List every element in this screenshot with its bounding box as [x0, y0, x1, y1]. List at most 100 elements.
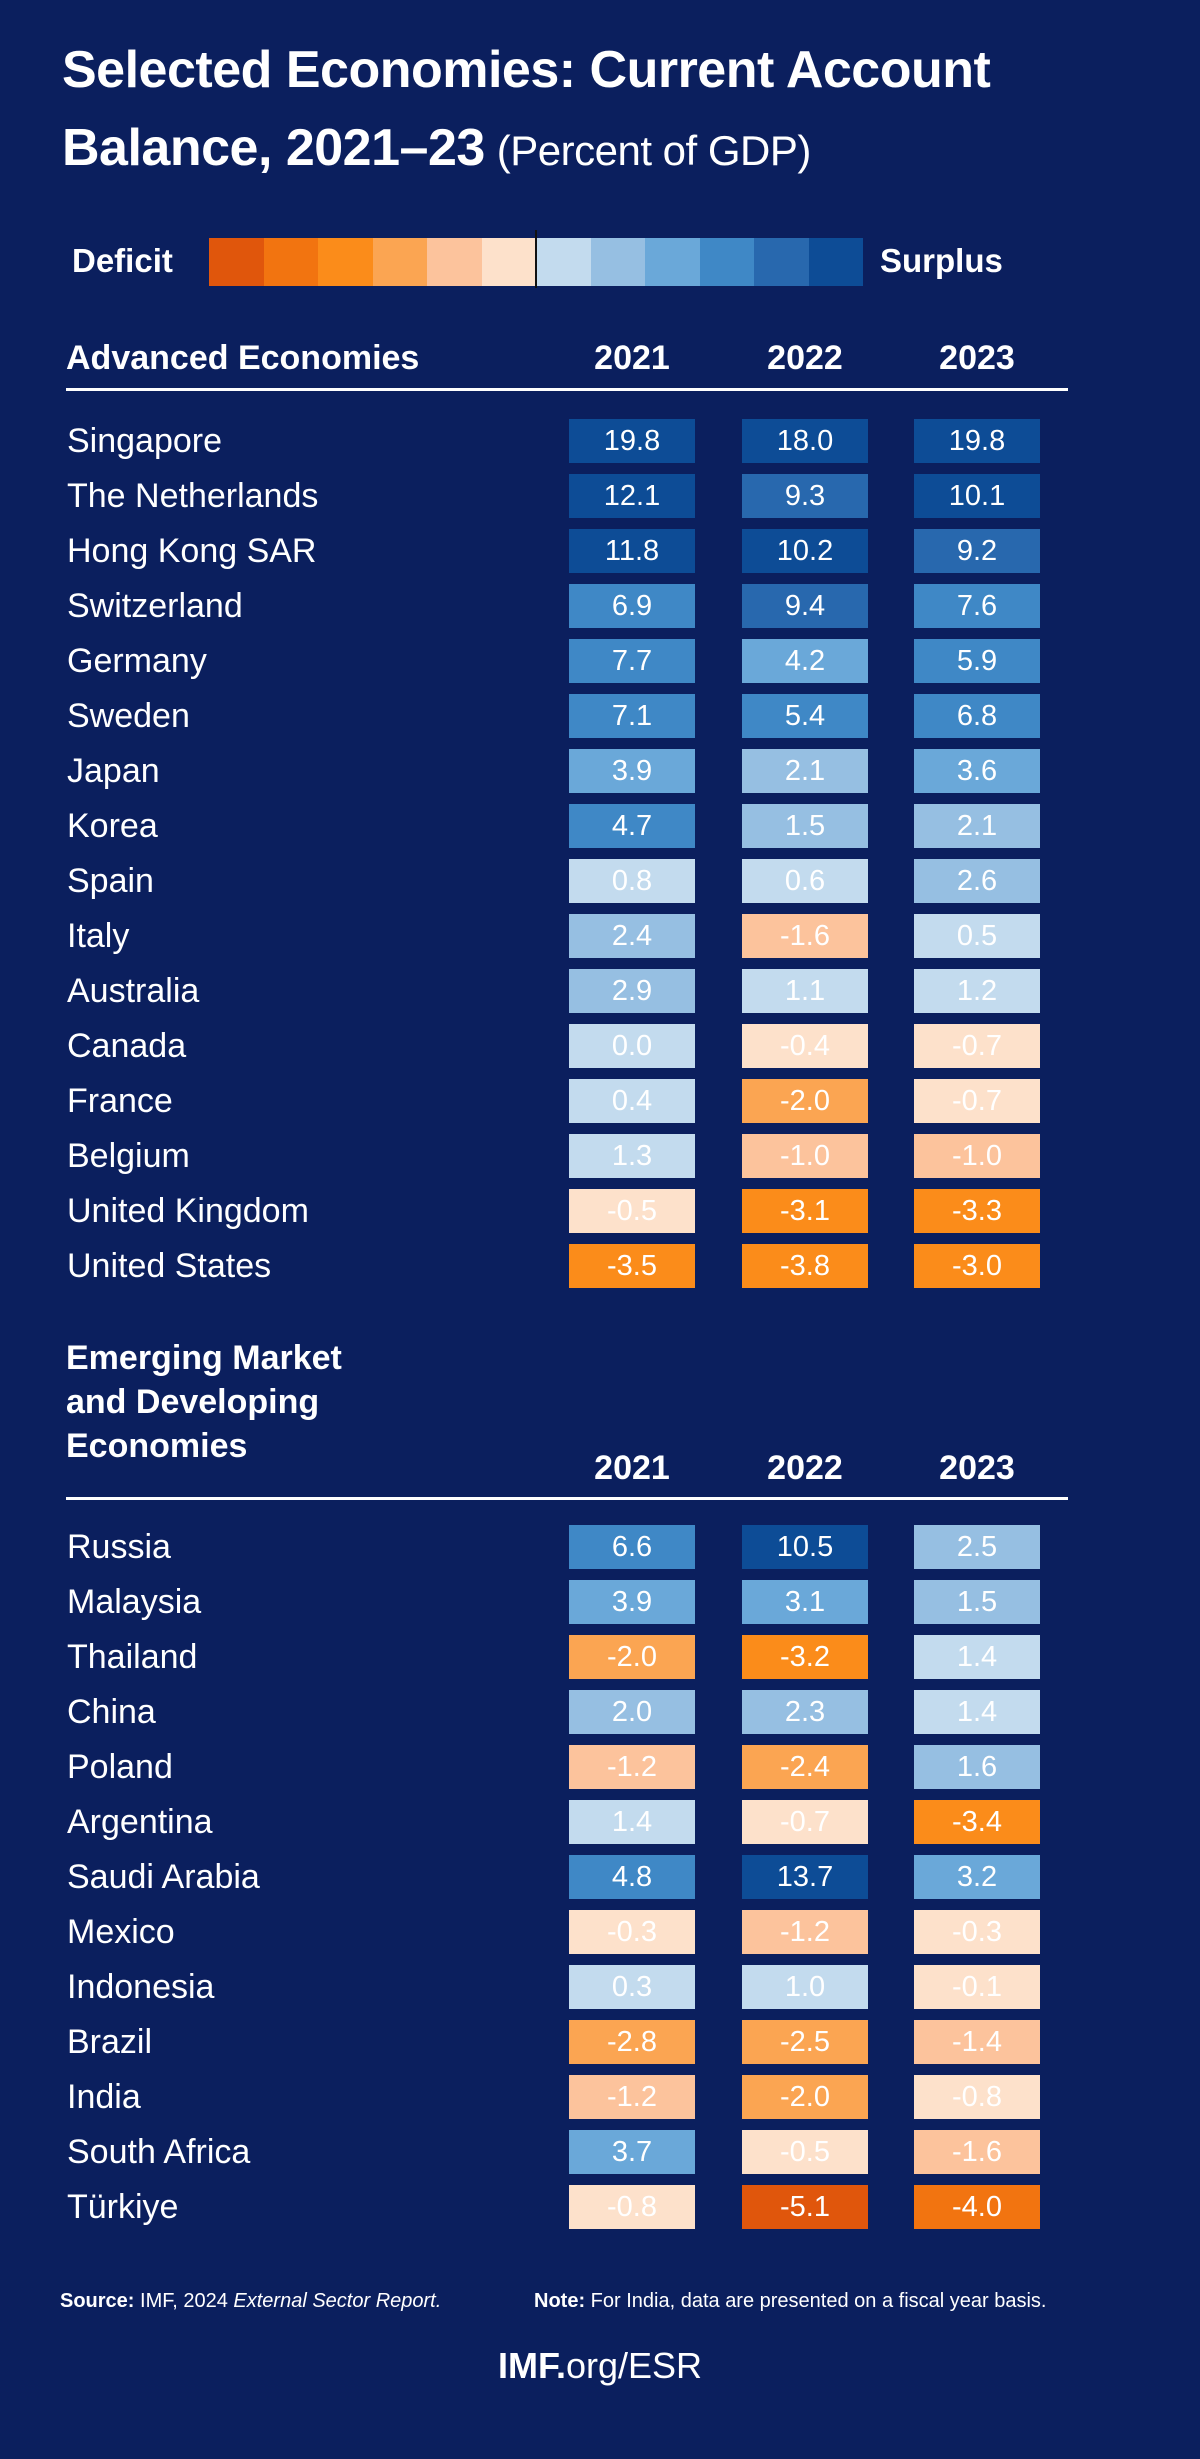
value-cell: 0.0	[569, 1024, 695, 1068]
value-cell: -2.8	[569, 2020, 695, 2064]
legend-swatch	[590, 238, 645, 286]
legend-swatch	[536, 238, 591, 286]
row-label: Australia	[67, 972, 200, 1010]
value-cell: 2.6	[914, 859, 1040, 903]
source-note: Source: IMF, 2024 External Sector Report…	[60, 2290, 441, 2313]
value-cell: 9.4	[742, 584, 868, 628]
row-label: Canada	[67, 1027, 187, 1065]
value-cell: 2.5	[914, 1525, 1040, 1569]
value-cell: 2.3	[742, 1690, 868, 1734]
value-cell: -2.0	[742, 2075, 868, 2119]
legend-swatch	[645, 238, 700, 286]
legend-swatch	[427, 238, 482, 286]
section-header: Advanced Economies	[66, 339, 420, 377]
row-label: Mexico	[67, 1913, 175, 1951]
legend-surplus-label: Surplus	[880, 242, 1003, 279]
value-cell: -3.5	[569, 1244, 695, 1288]
column-header-2022: 2022	[767, 1449, 843, 1487]
column-header-2021: 2021	[594, 1449, 670, 1487]
chart-subtitle: (Percent of GDP)	[496, 127, 812, 174]
value-cell: 10.1	[914, 474, 1040, 518]
legend-swatch	[699, 238, 754, 286]
value-cell: 0.8	[569, 859, 695, 903]
row-label: Brazil	[67, 2023, 153, 2061]
value-cell: 2.9	[569, 969, 695, 1013]
row-label: Indonesia	[67, 1968, 215, 2006]
value-cell: -4.0	[914, 2185, 1040, 2229]
value-cell: -1.2	[569, 2075, 695, 2119]
row-label: Italy	[67, 917, 130, 955]
value-cell: 1.4	[914, 1690, 1040, 1734]
value-cell: 1.6	[914, 1745, 1040, 1789]
row-label: The Netherlands	[67, 477, 319, 515]
legend-swatch	[263, 238, 318, 286]
row-label: United States	[67, 1247, 272, 1285]
value-cell: 6.9	[569, 584, 695, 628]
value-cell: 3.9	[569, 749, 695, 793]
row-label: United Kingdom	[67, 1192, 309, 1230]
value-cell: -3.2	[742, 1635, 868, 1679]
value-cell: 0.5	[914, 914, 1040, 958]
value-cell: 5.9	[914, 639, 1040, 683]
value-cell: -0.3	[914, 1910, 1040, 1954]
legend-swatch	[754, 238, 809, 286]
legend-swatch	[209, 238, 264, 286]
value-cell: 0.4	[569, 1079, 695, 1123]
value-cell: -2.4	[742, 1745, 868, 1789]
value-cell: 1.1	[742, 969, 868, 1013]
chart-title-years: Balance, 2021–23	[62, 119, 485, 177]
value-cell: 11.8	[569, 529, 695, 573]
row-label: Thailand	[67, 1638, 198, 1676]
imf-url[interactable]: IMF.org/ESR	[0, 2345, 1200, 2387]
column-header-2023: 2023	[939, 1449, 1015, 1487]
value-cell: 10.2	[742, 529, 868, 573]
value-cell: 2.0	[569, 1690, 695, 1734]
column-header-2022: 2022	[767, 339, 843, 377]
value-cell: 9.2	[914, 529, 1040, 573]
legend-zero-divider	[535, 230, 537, 288]
value-cell: 2.1	[742, 749, 868, 793]
value-cell: -3.8	[742, 1244, 868, 1288]
header-rule	[66, 1497, 1068, 1500]
value-cell: -3.3	[914, 1189, 1040, 1233]
value-cell: 7.1	[569, 694, 695, 738]
column-header-2023: 2023	[939, 339, 1015, 377]
value-cell: 3.1	[742, 1580, 868, 1624]
value-cell: 1.5	[914, 1580, 1040, 1624]
value-cell: 3.2	[914, 1855, 1040, 1899]
legend-swatch	[481, 238, 536, 286]
row-label: Hong Kong SAR	[67, 532, 317, 570]
value-cell: -5.1	[742, 2185, 868, 2229]
row-label: Russia	[67, 1528, 171, 1566]
value-cell: 4.8	[569, 1855, 695, 1899]
column-header-2021: 2021	[594, 339, 670, 377]
row-label: Japan	[67, 752, 160, 790]
row-label: Spain	[67, 862, 154, 900]
row-label: China	[67, 1693, 156, 1731]
row-label: Germany	[67, 642, 207, 680]
value-cell: -1.0	[914, 1134, 1040, 1178]
value-cell: 1.2	[914, 969, 1040, 1013]
value-cell: -3.1	[742, 1189, 868, 1233]
value-cell: 18.0	[742, 419, 868, 463]
url-bold: IMF.	[497, 2345, 566, 2386]
row-label: Argentina	[67, 1803, 213, 1841]
value-cell: -1.2	[569, 1745, 695, 1789]
value-cell: 3.6	[914, 749, 1040, 793]
value-cell: 2.1	[914, 804, 1040, 848]
value-cell: -3.0	[914, 1244, 1040, 1288]
value-cell: -0.8	[914, 2075, 1040, 2119]
value-cell: -2.5	[742, 2020, 868, 2064]
value-cell: 0.6	[742, 859, 868, 903]
section-header: Emerging Market	[66, 1339, 342, 1377]
chart-title-line2: Balance, 2021–23 (Percent of GDP)	[62, 118, 811, 178]
source-text: IMF, 2024	[134, 2290, 234, 2312]
note-text: For India, data are presented on a fisca…	[585, 2290, 1047, 2312]
value-cell: 6.8	[914, 694, 1040, 738]
legend-swatch	[318, 238, 373, 286]
value-cell: 0.3	[569, 1965, 695, 2009]
value-cell: 6.6	[569, 1525, 695, 1569]
value-cell: 4.7	[569, 804, 695, 848]
note-label: Note:	[534, 2290, 586, 2312]
value-cell: 7.6	[914, 584, 1040, 628]
